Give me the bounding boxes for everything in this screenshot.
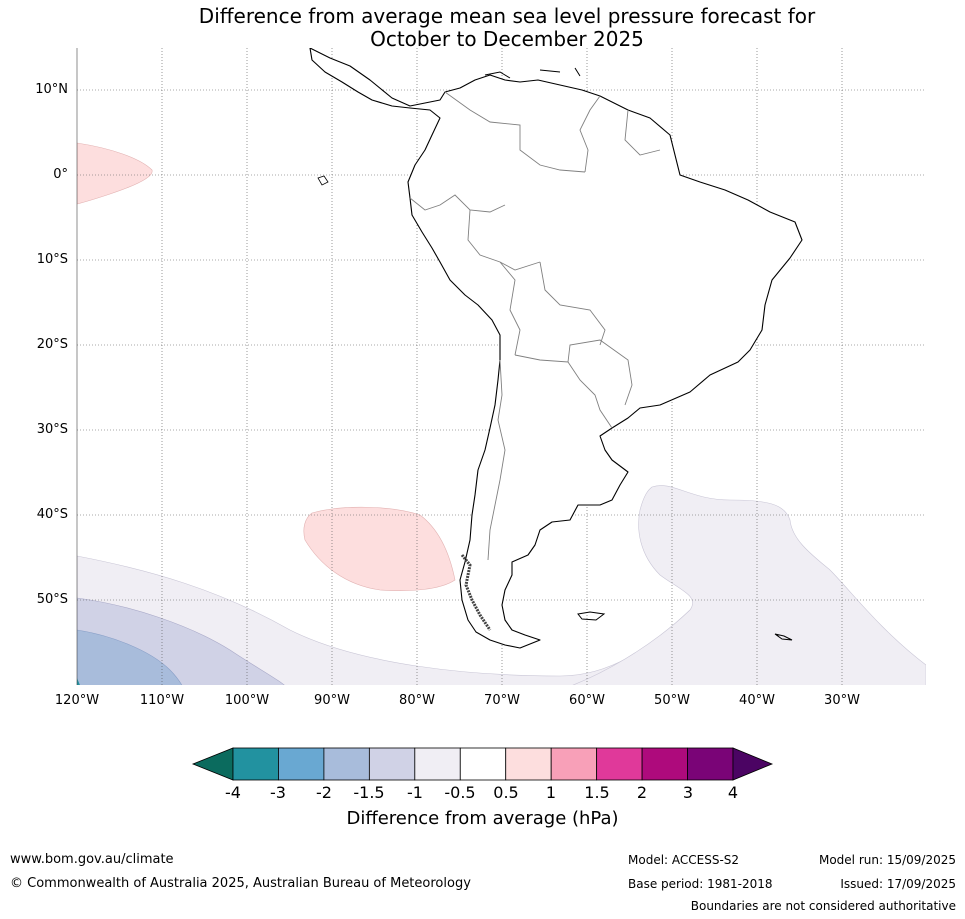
colorbar-tick: 1 bbox=[545, 783, 557, 802]
lon-label-100w: 100°W bbox=[224, 693, 270, 708]
lat-label-20s: 20°S bbox=[36, 337, 68, 352]
chilean-fjords bbox=[460, 554, 492, 631]
colorbar-tick: -3 bbox=[270, 783, 286, 802]
lon-label-110w: 110°W bbox=[139, 693, 185, 708]
lat-label-50s: 50°S bbox=[36, 592, 68, 607]
lon-label-70w: 70°W bbox=[484, 693, 520, 708]
model-name: Model: ACCESS-S2 bbox=[628, 853, 740, 867]
colorbar-swatch bbox=[414, 747, 461, 781]
anomaly-region-equatorial-positive bbox=[77, 142, 153, 205]
lon-label-30w: 30°W bbox=[824, 693, 860, 708]
colorbar-tick: 4 bbox=[727, 783, 739, 802]
colorbar-swatch bbox=[641, 747, 688, 781]
colorbar-extend-high bbox=[732, 747, 774, 781]
model-run-date: Model run: 15/09/2025 bbox=[818, 853, 956, 867]
galapagos-islands bbox=[317, 175, 329, 186]
colorbar-swatch bbox=[596, 747, 643, 781]
colorbar-extend-low bbox=[191, 747, 234, 781]
lon-label-90w: 90°W bbox=[314, 693, 350, 708]
colorbar-swatch bbox=[232, 747, 279, 781]
colorbar-tick: -0.5 bbox=[444, 783, 476, 802]
lon-label-80w: 80°W bbox=[399, 693, 435, 708]
colorbar-swatch bbox=[368, 747, 416, 781]
lon-label-120w: 120°W bbox=[54, 693, 100, 708]
south-america-coastline bbox=[309, 48, 803, 649]
lon-label-50w: 50°W bbox=[654, 693, 690, 708]
colorbar-tick: 0.5 bbox=[493, 783, 519, 802]
caribbean-islands bbox=[484, 67, 581, 79]
lat-label-10n: 10°N bbox=[35, 82, 68, 97]
anomaly-region-minus-3 bbox=[77, 678, 80, 685]
colorbar-tick: -1 bbox=[407, 783, 423, 802]
south-georgia bbox=[774, 633, 793, 641]
lat-label-0: 0° bbox=[53, 167, 68, 182]
map-title-line-1: Difference from average mean sea level p… bbox=[198, 4, 816, 28]
colorbar-tick: -4 bbox=[225, 783, 241, 802]
lat-label-30s: 30°S bbox=[36, 422, 68, 437]
falkland-islands bbox=[577, 611, 606, 621]
lat-label-40s: 40°S bbox=[36, 507, 68, 522]
anomaly-region-south-atlantic bbox=[572, 485, 926, 685]
colorbar-tick: 1.5 bbox=[584, 783, 610, 802]
base-period: Base period: 1981-2018 bbox=[628, 877, 773, 891]
lon-label-60w: 60°W bbox=[569, 693, 605, 708]
boundaries-disclaimer: Boundaries are not considered authoritat… bbox=[690, 899, 956, 913]
lon-label-40w: 40°W bbox=[739, 693, 775, 708]
colorbar-swatch bbox=[459, 747, 507, 781]
issued-date: Issued: 17/09/2025 bbox=[840, 877, 956, 891]
colorbar-tick: 2 bbox=[636, 783, 648, 802]
colorbar-swatch bbox=[550, 747, 598, 781]
website-link[interactable]: www.bom.gov.au/climate bbox=[10, 852, 174, 867]
colorbar-tick: 3 bbox=[682, 783, 694, 802]
country-borders bbox=[409, 91, 661, 561]
colorbar-swatch bbox=[323, 747, 370, 781]
colorbar-swatch bbox=[278, 747, 325, 781]
colorbar-tick: -1.5 bbox=[353, 783, 385, 802]
anomaly-region-minus-2 bbox=[77, 629, 183, 685]
map-title-line-2: October to December 2025 bbox=[370, 27, 644, 51]
copyright-text: © Commonwealth of Australia 2025, Austra… bbox=[10, 876, 471, 891]
colorbar-swatch bbox=[505, 747, 552, 781]
colorbar-tick: -2 bbox=[316, 783, 332, 802]
colorbar-swatch bbox=[687, 747, 734, 781]
lat-label-10s: 10°S bbox=[36, 252, 68, 267]
colorbar-label: Difference from average (hPa) bbox=[346, 808, 619, 829]
